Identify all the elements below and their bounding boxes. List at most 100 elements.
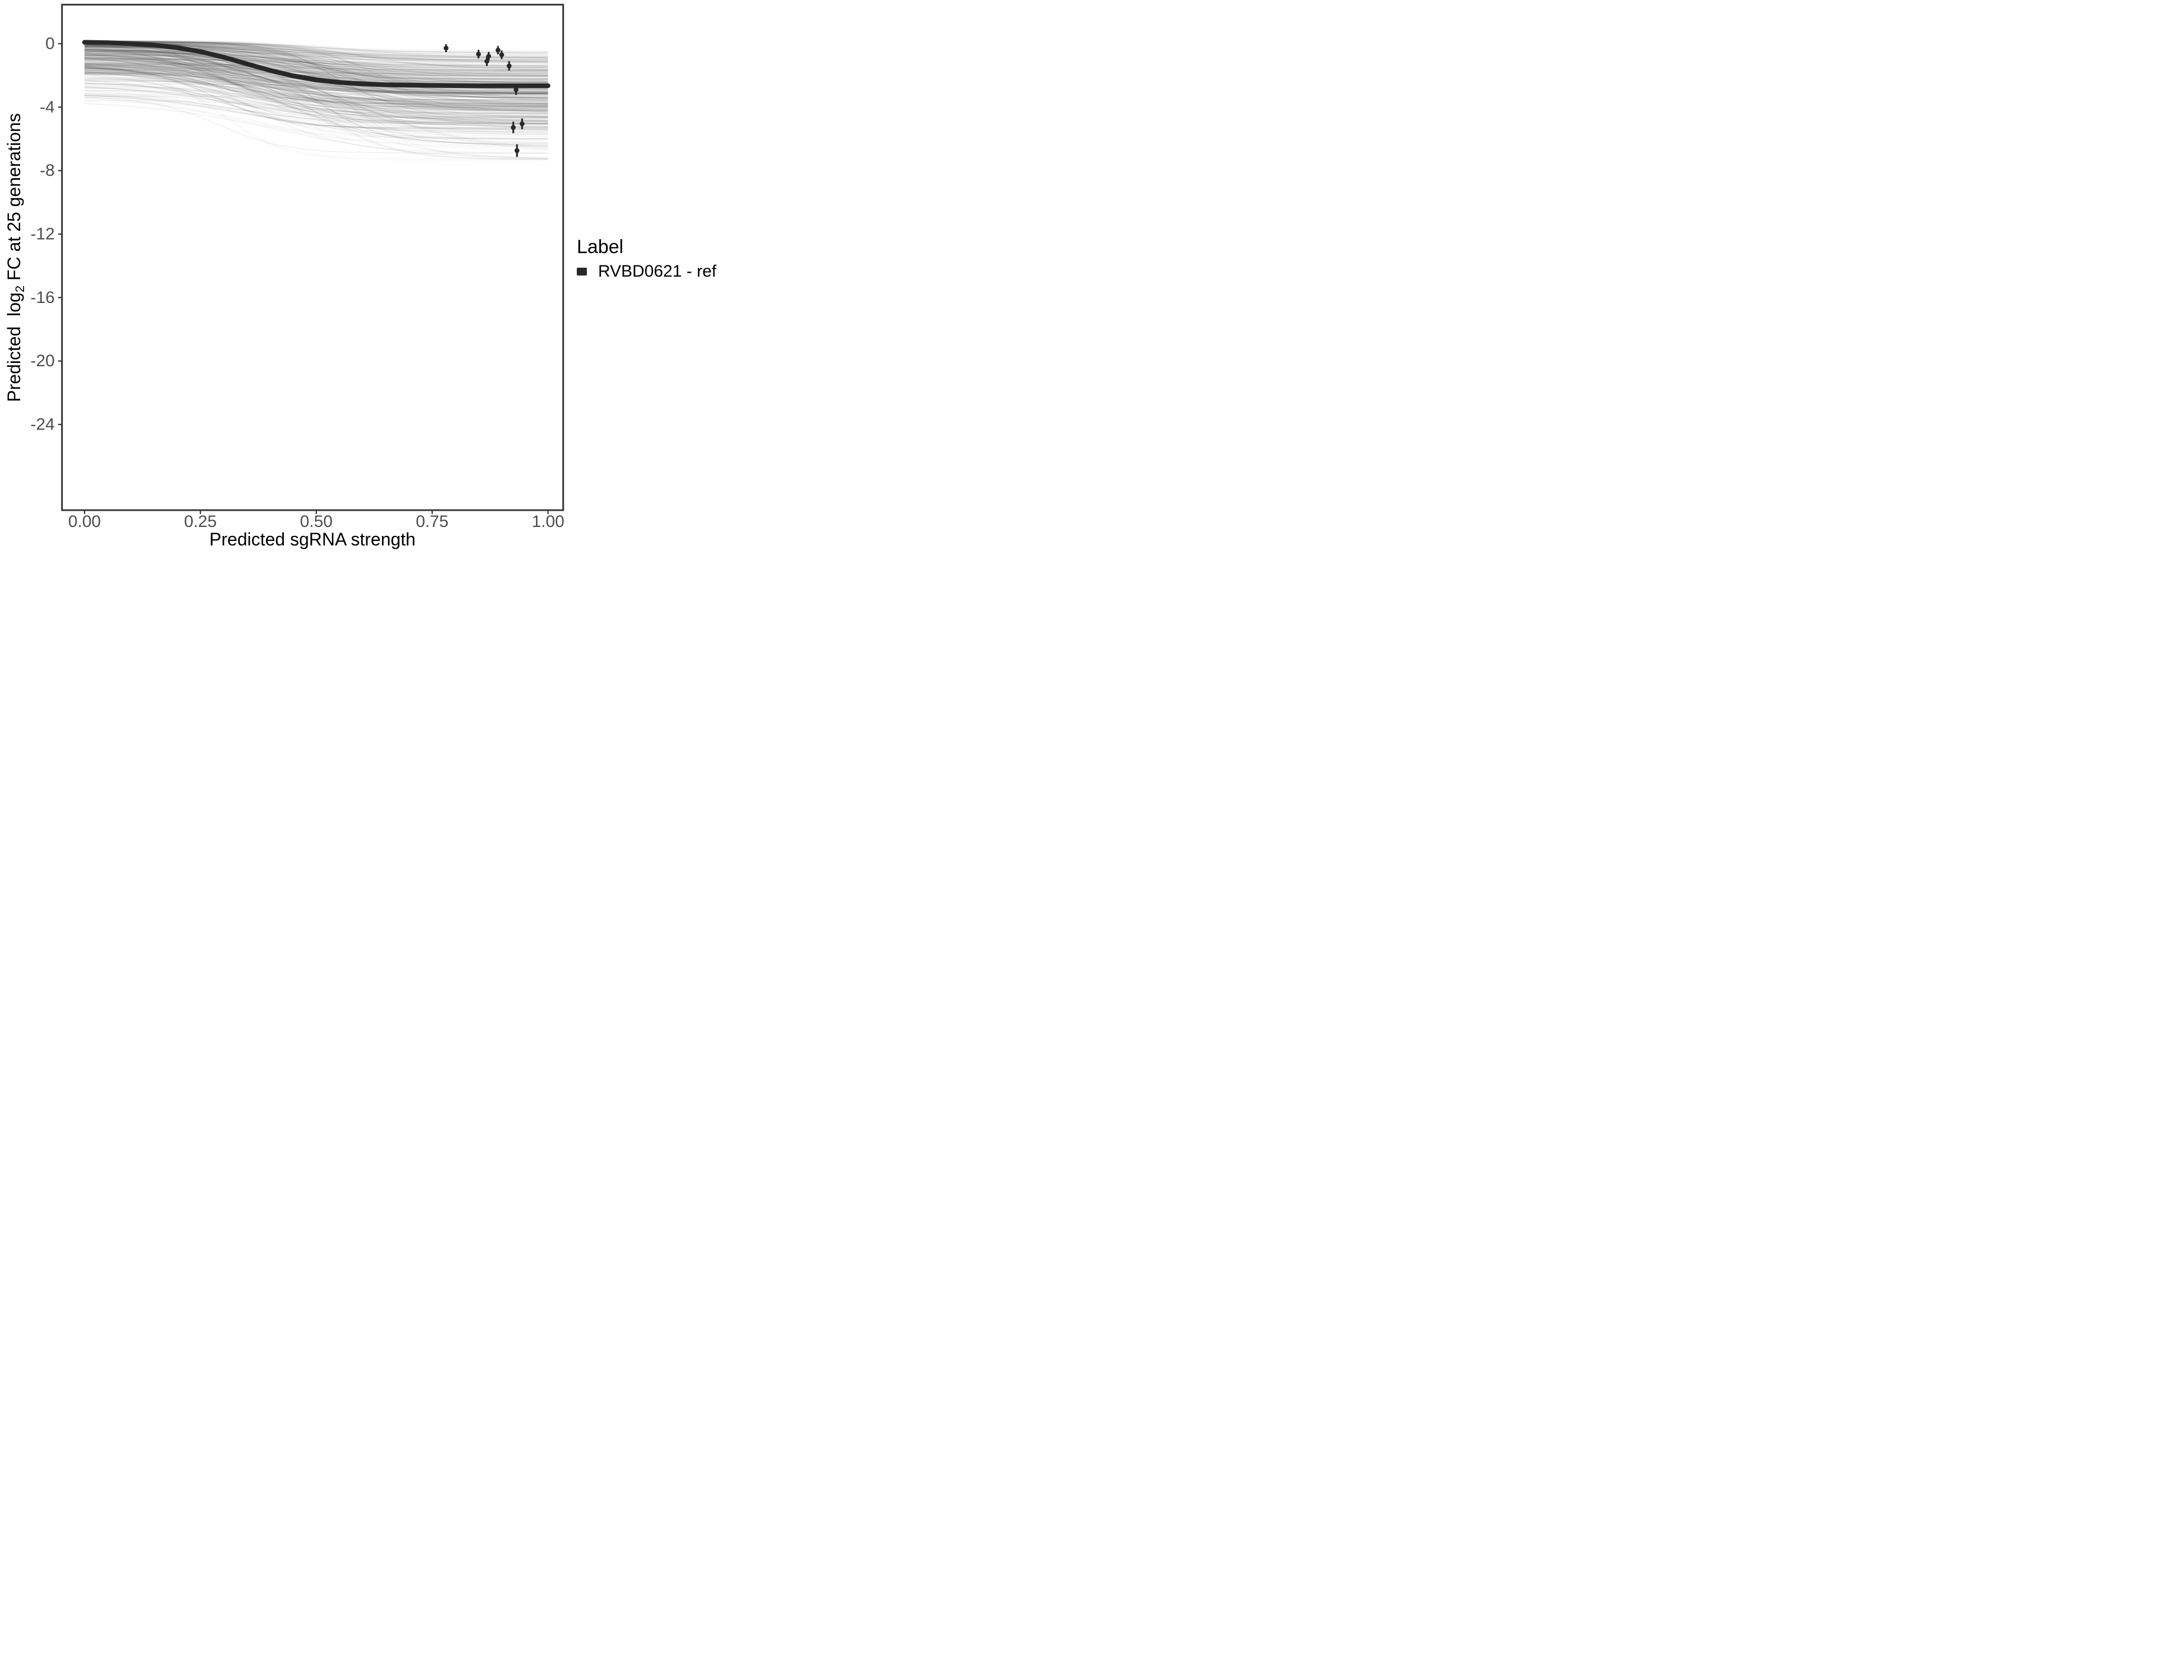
posterior-draw-line [84,78,548,102]
posterior-draw-line [84,49,548,77]
posterior-draw-line [84,90,548,160]
posterior-draw-line [84,70,548,102]
posterior-draw-line [84,68,548,125]
point-marker [476,52,481,57]
posterior-draw-line [84,90,548,124]
posterior-draw-line [84,57,548,111]
posterior-draw-line [84,63,548,107]
posterior-draw-line [84,51,548,83]
posterior-draw-line [84,46,548,59]
posterior-draw-line [84,52,548,73]
posterior-draw-line [84,45,548,94]
posterior-draw-line [84,63,548,74]
posterior-draw-line [84,63,548,118]
posterior-draw-line [84,47,548,80]
posterior-draw-line [84,41,548,60]
posterior-draw-line [84,49,548,83]
posterior-draw-line [84,41,548,59]
posterior-draw-line [84,86,548,127]
posterior-draw-line [84,65,548,119]
posterior-draw-line [84,41,548,68]
x-tick-label: 0.75 [416,512,449,531]
posterior-draw-line [84,57,548,101]
posterior-draw-line [84,85,548,117]
posterior-draw-line [84,94,548,141]
posterior-draw-line [84,47,548,118]
posterior-draw-line [84,58,548,106]
point-marker [495,48,501,53]
posterior-draw-line [84,67,548,79]
posterior-draw-line [84,40,548,72]
posterior-draw-line [84,56,548,124]
posterior-draw-line [84,40,548,104]
posterior-draw-line [84,72,548,126]
posterior-draw-line [84,68,548,124]
posterior-draw-line [84,70,548,101]
posterior-draw-line [84,67,548,106]
chart-canvas: 0.00 0.25 0.50 0.75 1.00 0 -4 -8 -12 -16 -20 -24 P… [4,3,564,549]
point-marker [514,87,519,92]
posterior-draw-line [84,40,548,113]
posterior-draw-line [84,61,548,134]
posterior-draw-line [84,68,548,114]
posterior-draw-line [84,52,548,113]
posterior-draw-line [84,66,548,125]
posterior-draw-line [84,82,548,130]
posterior-draw-line [84,40,548,83]
posterior-draw-line [84,64,548,77]
posterior-draw-line [84,73,548,139]
posterior-draw-line [84,55,548,96]
posterior-draw-line [84,68,548,94]
posterior-draw-line [84,54,548,64]
legend: Label RVBD0621 - ref [577,236,716,281]
posterior-draw-line [84,50,548,62]
posterior-draw-line [84,79,548,111]
posterior-draw-line [84,50,548,76]
x-tick-label: 0.00 [68,512,101,531]
posterior-draw-line [84,51,548,66]
posterior-draw-line [84,50,548,77]
posterior-draw-line [84,48,548,99]
posterior-draw-line [84,49,548,95]
posterior-draw-line [84,67,548,106]
posterior-draw-line [84,53,548,139]
posterior-draw-line [84,59,548,80]
posterior-draw-line [84,53,548,99]
posterior-draw-line [84,40,548,60]
posterior-draw-line [84,52,548,93]
posterior-draw-line [84,52,548,72]
posterior-draw-line [84,50,548,84]
posterior-draw-line [84,72,548,94]
posterior-draw-line [84,43,548,83]
x-axis-title: Predicted sgRNA strength [209,529,416,549]
posterior-draw-line [84,73,548,94]
posterior-draw-line [84,52,548,96]
posterior-draw-line [84,54,548,104]
y-axis-title: Predicted log2 FC at 25 generations [4,113,27,402]
y-tick-label: -20 [30,352,54,370]
posterior-draw-line [84,90,548,117]
posterior-draw-line [84,58,548,110]
posterior-draw-line [84,68,548,118]
posterior-draw-line [84,41,548,62]
posterior-draw-line [84,41,548,105]
data-point [514,144,520,157]
y-tick-label: -12 [30,225,54,244]
posterior-draw-line [84,55,548,66]
posterior-draw-line [84,103,548,159]
posterior-draw-line [84,62,548,95]
posterior-draw-line [84,57,548,105]
posterior-draw-line [84,64,548,75]
data-point [499,50,505,59]
posterior-draw-line [84,62,548,111]
posterior-draw-line [84,71,548,128]
posterior-draw-line [84,54,548,71]
posterior-draw-line [84,67,548,129]
posterior-draw-line [84,65,548,108]
posterior-draws-group [84,40,548,160]
posterior-draw-line [84,43,548,54]
plot-panel-border [61,3,564,511]
posterior-draw-line [84,49,548,67]
posterior-draw-line [84,49,548,85]
posterior-draw-line [84,42,548,74]
